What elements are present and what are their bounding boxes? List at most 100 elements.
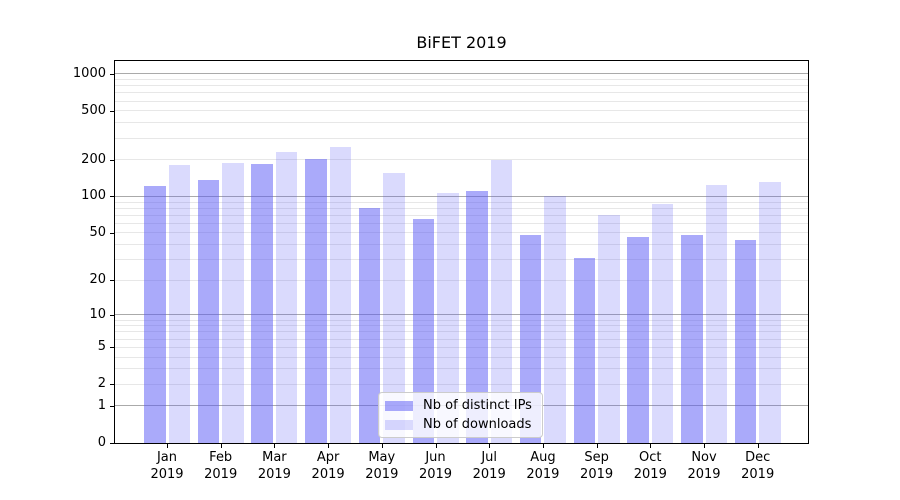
bar-downloads-jan <box>168 165 190 443</box>
bar-distinct-ips-mar <box>251 164 273 443</box>
gridline-30 <box>115 259 808 261</box>
legend-item-distinct-ips: Nb of distinct IPs <box>385 398 532 413</box>
ytick-label-50: 50 <box>89 224 106 240</box>
ytick-label-0: 0 <box>97 435 106 450</box>
xtick-label-feb: Feb 2019 <box>189 449 253 483</box>
gridline-700 <box>115 92 808 94</box>
xtick-label-may: May 2019 <box>350 449 414 483</box>
xtick-label-line: 2019 <box>526 467 560 482</box>
gridline-90 <box>115 201 808 203</box>
gridline-40 <box>115 244 808 246</box>
xtick-label-jun: Jun 2019 <box>404 449 468 483</box>
xtick-feb <box>220 444 222 448</box>
xtick-aug <box>542 444 544 448</box>
gridline-2 <box>115 383 808 385</box>
ytick-label-1000: 1000 <box>72 65 106 81</box>
ytick-label-100: 100 <box>81 188 106 204</box>
xtick-label-line: 2019 <box>365 467 399 482</box>
gridline-900 <box>115 79 808 81</box>
bar-distinct-ips-sep <box>573 257 596 443</box>
bar-downloads-nov <box>705 185 727 443</box>
legend-label-distinct-ips: Nb of distinct IPs <box>423 398 532 413</box>
gridline-7 <box>115 331 808 333</box>
xtick-jul <box>489 444 491 448</box>
bar-distinct-ips-jul <box>466 190 488 443</box>
xtick-label-sep: Sep 2019 <box>565 449 629 483</box>
ytick-label-500: 500 <box>81 102 106 118</box>
xtick-label-line: Apr <box>316 450 340 465</box>
xtick-label-apr: Apr 2019 <box>296 449 360 483</box>
gridline-300 <box>115 137 808 139</box>
xtick-label-line: Jul <box>481 450 498 465</box>
xtick-mar <box>274 444 276 448</box>
ytick-1000 <box>110 73 114 75</box>
bar-downloads-may <box>383 173 405 443</box>
gridline-4 <box>115 356 808 358</box>
xtick-label-line: Dec <box>745 450 771 465</box>
xtick-label-mar: Mar 2019 <box>242 449 306 483</box>
ytick-1 <box>110 405 114 407</box>
gridline-200 <box>115 159 808 161</box>
xtick-label-dec: Dec 2019 <box>726 449 790 483</box>
bar-distinct-ips-jun <box>412 219 434 443</box>
chart-title: BiFET 2019 <box>416 33 507 52</box>
ytick-label-20: 20 <box>89 272 106 288</box>
xtick-oct <box>650 444 652 448</box>
bar-downloads-aug <box>544 196 566 443</box>
ytick-50 <box>110 232 114 234</box>
bar-downloads-dec <box>759 182 781 443</box>
gridline-60 <box>115 222 808 224</box>
ytick-label-10: 10 <box>89 306 106 322</box>
bar-distinct-ips-apr <box>305 159 327 443</box>
xtick-label-aug: Aug 2019 <box>511 449 575 483</box>
gridline-10 <box>115 314 808 316</box>
xtick-label-line: 2019 <box>311 467 345 482</box>
xtick-may <box>381 444 383 448</box>
gridline-3 <box>115 368 808 370</box>
gridline-1000 <box>115 73 808 75</box>
xtick-label-jan: Jan 2019 <box>135 449 199 483</box>
plot-area <box>114 60 809 444</box>
legend-item-downloads: Nb of downloads <box>385 417 532 432</box>
xtick-label-line: 2019 <box>741 467 775 482</box>
xtick-dec <box>757 444 759 448</box>
xtick-label-line: 2019 <box>418 467 453 482</box>
xtick-label-line: 2019 <box>687 467 721 482</box>
bar-downloads-feb <box>222 163 244 443</box>
xtick-label-line: 2019 <box>472 467 506 482</box>
ytick-20 <box>110 280 114 282</box>
xtick-label-line: 2019 <box>204 467 238 482</box>
bar-distinct-ips-dec <box>734 239 757 443</box>
ytick-0 <box>110 443 114 444</box>
xtick-label-line: 2019 <box>150 467 184 482</box>
xtick-label-line: Oct <box>639 450 662 465</box>
bar-distinct-ips-jan <box>144 185 166 443</box>
legend-label-downloads: Nb of downloads <box>423 417 532 432</box>
xtick-label-oct: Oct 2019 <box>618 449 682 483</box>
xtick-label-line: 2019 <box>633 467 667 482</box>
bar-downloads-mar <box>275 152 298 443</box>
xtick-label-jul: Jul 2019 <box>457 449 521 483</box>
xtick-label-line: Feb <box>209 450 233 465</box>
bar-downloads-apr <box>329 147 352 443</box>
xtick-nov <box>704 444 705 448</box>
gridline-100 <box>115 195 808 197</box>
gridline-800 <box>115 85 808 87</box>
ytick-label-200: 200 <box>81 151 106 167</box>
gridline-9 <box>115 319 808 321</box>
ytick-500 <box>110 110 114 112</box>
gridline-500 <box>115 110 808 112</box>
xtick-sep <box>596 444 598 448</box>
xtick-apr <box>328 444 330 448</box>
bar-distinct-ips-aug <box>519 235 542 443</box>
ytick-100 <box>110 196 114 198</box>
xtick-label-line: 2019 <box>257 467 291 482</box>
xtick-label-line: Nov <box>691 450 717 465</box>
legend: Nb of distinct IPs Nb of downloads <box>378 392 543 438</box>
xtick-label-line: Jun <box>425 450 446 465</box>
bar-distinct-ips-oct <box>627 237 649 443</box>
gridline-6 <box>115 338 808 340</box>
bar-distinct-ips-nov <box>681 235 703 443</box>
gridline-5 <box>115 346 808 348</box>
